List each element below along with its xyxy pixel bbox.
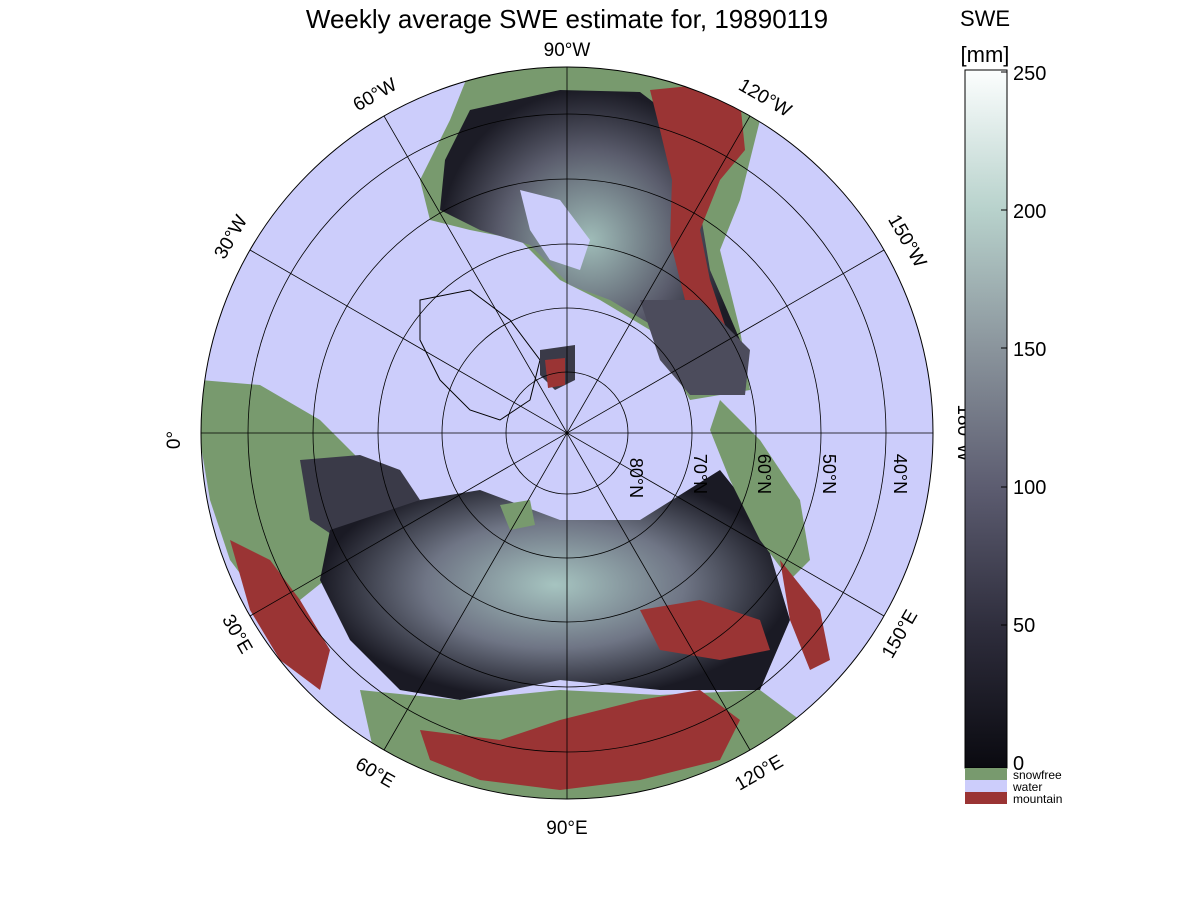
lat-label-50n: 50°N xyxy=(819,454,839,494)
east-asia-mountain xyxy=(780,560,830,670)
lat-label-40n: 40°N xyxy=(890,454,910,494)
hudson-bay xyxy=(520,190,590,270)
colorbar-tick-200: 200 xyxy=(1013,201,1046,223)
rockies-mountain xyxy=(650,85,745,350)
lat-label-80n: 80°N xyxy=(626,458,646,498)
svalbard xyxy=(500,500,535,530)
latitude-labels: 80°N 70°N 60°N 50°N 40°N xyxy=(626,454,910,498)
colorbar-tick-100: 100 xyxy=(1013,477,1046,499)
polar-map: 90°W 120°W 150°W 180°W 150°E 120°E 90°E … xyxy=(164,40,974,839)
lon-label-90e: 90°E xyxy=(546,818,587,839)
land-layer xyxy=(201,67,830,799)
colorbar-tick-250: 250 xyxy=(1013,63,1046,85)
colorbar: SWE [mm] 250 200 150 100 50 0 snowfree w… xyxy=(960,6,1062,806)
himalaya-mountain xyxy=(420,690,740,790)
colorbar-tick-50: 50 xyxy=(1013,615,1035,637)
colorbar-tick-0: 0 xyxy=(1013,753,1024,775)
legend-label-snowfree: snowfree xyxy=(1013,768,1062,782)
lon-label-0: 0° xyxy=(164,431,185,449)
europe-mountain xyxy=(230,540,330,690)
scandinavia-snow xyxy=(300,455,420,540)
lon-label-30w: 30°W xyxy=(210,212,252,263)
legend-label-water: water xyxy=(1012,780,1042,794)
colorbar-tick-150: 150 xyxy=(1013,339,1046,361)
legend-swatch-snowfree xyxy=(965,768,1007,780)
map-title: Weekly average SWE estimate for, 1989011… xyxy=(306,4,828,34)
colorbar-ticks: 250 200 150 100 50 0 xyxy=(1001,63,1046,775)
east-asia-coast xyxy=(710,400,810,580)
legend-swatch-water xyxy=(965,780,1007,792)
colorbar-title-swe: SWE xyxy=(960,6,1010,31)
lat-label-60n: 60°N xyxy=(754,454,774,494)
colorbar-gradient xyxy=(964,69,1008,769)
legend-swatch-mountain xyxy=(965,792,1007,804)
lon-label-30e: 30°E xyxy=(217,611,256,657)
alaska-snow xyxy=(640,300,750,395)
lat-label-70n: 70°N xyxy=(690,454,710,494)
colorbar-title-unit: [mm] xyxy=(961,42,1010,67)
meridian-150w-30e xyxy=(249,249,885,617)
lon-label-90w: 90°W xyxy=(544,40,591,61)
graticule xyxy=(200,66,934,800)
lon-label-60w: 60°W xyxy=(350,74,401,116)
lon-label-120e: 120°E xyxy=(731,751,787,795)
lon-label-60e: 60°E xyxy=(352,754,398,793)
greenland xyxy=(419,289,541,421)
legend-label-mountain: mountain xyxy=(1013,792,1062,806)
